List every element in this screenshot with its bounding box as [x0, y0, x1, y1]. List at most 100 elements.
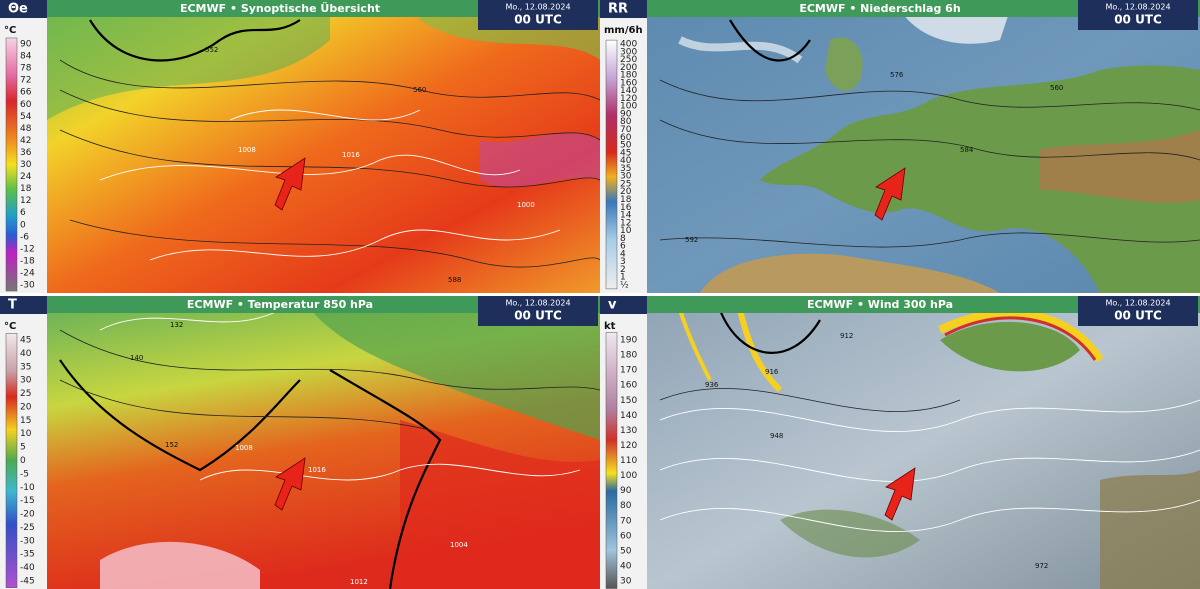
contour-label: 588 [448, 276, 461, 284]
map-temperature: 132 140 152 1008 1016 1004 1012 [47, 296, 601, 589]
legend-label: 300 [620, 47, 637, 57]
panel: T °C 45 40 35 30 25 20 15 10 5 0 -5 -10 -15 -20 -25 -30 -3… [0, 296, 600, 589]
title-bar [647, 0, 1200, 17]
legend-label: 20 [620, 187, 632, 197]
legend-label: 30 [20, 376, 32, 386]
legend-label: -12 [20, 244, 35, 254]
legend-label: 40 [20, 349, 32, 359]
contour-label: 1000 [517, 201, 535, 209]
legend-label: -30 [20, 281, 35, 291]
legend-label: 0 [20, 456, 26, 466]
color-bar [605, 332, 618, 589]
unit: kt [604, 321, 616, 332]
legend-label: 36 [20, 148, 32, 158]
legend-label: 110 [620, 456, 637, 466]
legend-label: 140 [620, 411, 637, 421]
legend-label: 150 [620, 396, 637, 406]
contour-label: 560 [1050, 84, 1063, 92]
legend-label: 60 [20, 100, 32, 110]
legend-label: 78 [20, 64, 32, 74]
legend-label: 25 [20, 389, 31, 399]
legend-label: 50 [620, 141, 632, 151]
map-theta-e: 552 560 1008 1016 1000 588 [47, 0, 601, 293]
legend-label: 54 [20, 112, 32, 122]
legend-label: 200 [620, 63, 637, 73]
legend-label: 18 [620, 195, 632, 205]
legend-label: 12 [620, 218, 631, 228]
legend-label: 40 [620, 561, 632, 571]
legend-label: 100 [620, 471, 637, 481]
contour-label: 1016 [342, 151, 360, 159]
legend-label: 45 [620, 148, 631, 158]
legend-label: 5 [20, 443, 26, 453]
contour-label: 1008 [235, 444, 253, 452]
unit: °C [4, 25, 16, 36]
symbol-box [600, 0, 647, 18]
legend-label: 160 [620, 381, 637, 391]
legend-label: 84 [20, 52, 32, 62]
contour-label: 1008 [238, 146, 256, 154]
symbol-box [0, 0, 47, 18]
unit: mm/6h [604, 25, 643, 36]
legend-label: 30 [620, 172, 632, 182]
legend-label: 14 [620, 211, 632, 221]
legend-label: 20 [20, 402, 32, 412]
legend-label: 35 [620, 164, 631, 174]
color-bar [5, 37, 18, 292]
legend-label: 120 [620, 441, 637, 451]
time: 00 UTC [1114, 13, 1162, 27]
legend-label: 90 [620, 109, 632, 119]
legend-label: -35 [20, 550, 35, 560]
contour-label: 132 [170, 321, 183, 329]
legend-label: 160 [620, 78, 637, 88]
legend-label: 0 [20, 220, 26, 230]
date-box [478, 296, 598, 326]
time: 00 UTC [514, 13, 562, 27]
title: ECMWF • Temperatur 850 hPa [187, 298, 373, 311]
legend-label: 4 [620, 249, 626, 259]
legend-label: 50 [620, 546, 632, 556]
legend-label: 35 [20, 362, 31, 372]
legend-label: 60 [620, 133, 632, 143]
legend-label: 250 [620, 55, 637, 65]
legend-label: 6 [20, 208, 26, 218]
contour-label: 152 [165, 441, 178, 449]
date-box [478, 0, 598, 30]
legend-label: -40 [20, 563, 35, 573]
symbol-box [0, 296, 47, 314]
contour-label: 912 [840, 332, 853, 340]
date-box [1078, 0, 1198, 30]
legend-label: 120 [620, 94, 637, 104]
date: Mo., 12.08.2024 [505, 3, 570, 12]
legend-label: 30 [20, 160, 32, 170]
legend-label: 12 [20, 196, 31, 206]
symbol-box [600, 296, 647, 314]
legend-label: 100 [620, 102, 637, 112]
legend-label: -10 [20, 483, 35, 493]
title: ECMWF • Wind 300 hPa [807, 298, 953, 311]
contour-label: 916 [765, 368, 779, 376]
panel: v kt 190 180 170 160 150 140 130 120 110 100 90 80 70 6… [600, 296, 1200, 589]
contour-label: 948 [770, 432, 783, 440]
legend-label: -15 [20, 496, 35, 506]
legend-label: 40 [620, 156, 632, 166]
title: ECMWF • Synoptische Übersicht [180, 1, 380, 15]
contour-label: 1012 [350, 578, 368, 586]
date-box [1078, 296, 1198, 326]
legend-label: 140 [620, 86, 637, 96]
date: Mo., 12.08.2024 [1105, 3, 1170, 12]
legend-label: 48 [20, 124, 32, 134]
legend-label: 10 [620, 226, 632, 236]
legend-label: 66 [20, 88, 32, 98]
legend-label: -24 [20, 268, 35, 278]
legend-label: -25 [20, 523, 35, 533]
legend-label: 90 [20, 40, 32, 50]
contour-label: 592 [685, 236, 698, 244]
map-precipitation: 560 576 592 584 [647, 0, 1200, 293]
legend-label: 190 [620, 336, 637, 346]
legend-label: ½ [620, 281, 629, 291]
color-bar [5, 333, 18, 588]
panel: Θe°C908478726660544842363024181260-6-12-… [0, 0, 600, 293]
legend-label: 30 [620, 577, 632, 587]
variable-symbol: Θe [8, 2, 28, 17]
